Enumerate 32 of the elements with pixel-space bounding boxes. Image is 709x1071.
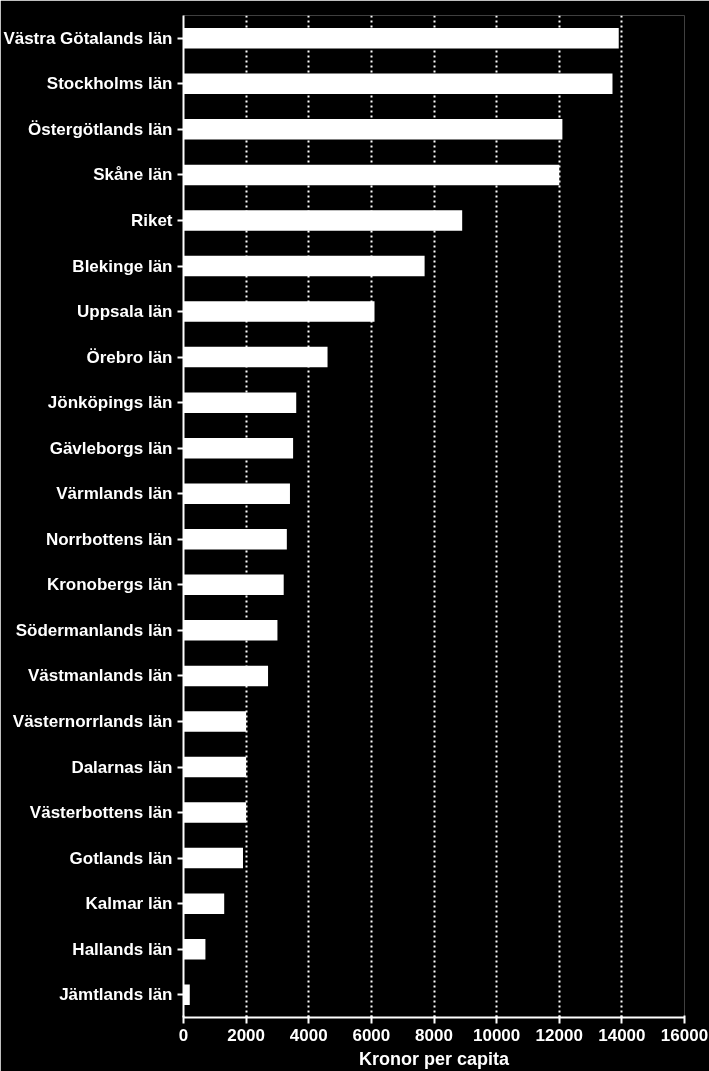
y-tick-label: Östergötlands län (27, 119, 173, 139)
x-tick-label: 6000 (352, 1025, 391, 1045)
y-tick-label: Gävleborgs län (49, 438, 173, 458)
x-tick-label: 10000 (472, 1025, 521, 1045)
y-tick-label: Södermanlands län (15, 620, 173, 640)
y-tick-label: Värmlands län (56, 484, 173, 504)
y-tick-label: Örebro län (86, 347, 173, 367)
y-tick-label: Kronobergs län (46, 575, 173, 595)
y-tick-label: Skåne län (93, 165, 173, 185)
x-tick-label: 12000 (535, 1025, 583, 1045)
y-tick-label: Jämtlands län (59, 985, 173, 1005)
y-tick-label: Jönköpings län (47, 393, 173, 413)
y-tick-label: Västra Götalands län (3, 28, 173, 48)
y-tick-label: Västmanlands län (27, 666, 173, 686)
y-tick-label: Hallands län (72, 939, 173, 959)
y-tick-label: Kalmar län (85, 894, 173, 914)
x-tick-label: 14000 (598, 1025, 646, 1045)
y-tick-label: Dalarnas län (71, 757, 173, 777)
y-tick-label: Västerbottens län (29, 803, 173, 823)
y-tick-label: Gotlands län (69, 848, 173, 868)
x-axis-title: Kronor per capita (358, 1048, 510, 1069)
x-tick-label: 2000 (227, 1025, 266, 1045)
y-tick-label: Stockholms län (46, 74, 173, 94)
y-tick-label: Uppsala län (77, 302, 173, 322)
x-tick-label: 4000 (289, 1025, 328, 1045)
y-tick-label: Riket (130, 210, 173, 230)
y-tick-label: Västernorrlands län (12, 711, 173, 731)
x-tick-label: 16000 (660, 1025, 709, 1045)
x-tick-label: 8000 (415, 1025, 453, 1045)
x-tick-label: 0 (178, 1025, 189, 1045)
y-tick-label: Norrbottens län (45, 529, 173, 549)
y-tick-label: Blekinge län (72, 256, 173, 276)
